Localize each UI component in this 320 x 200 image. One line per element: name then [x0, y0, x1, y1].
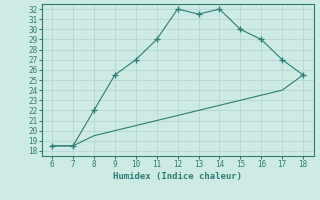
X-axis label: Humidex (Indice chaleur): Humidex (Indice chaleur) — [113, 172, 242, 181]
